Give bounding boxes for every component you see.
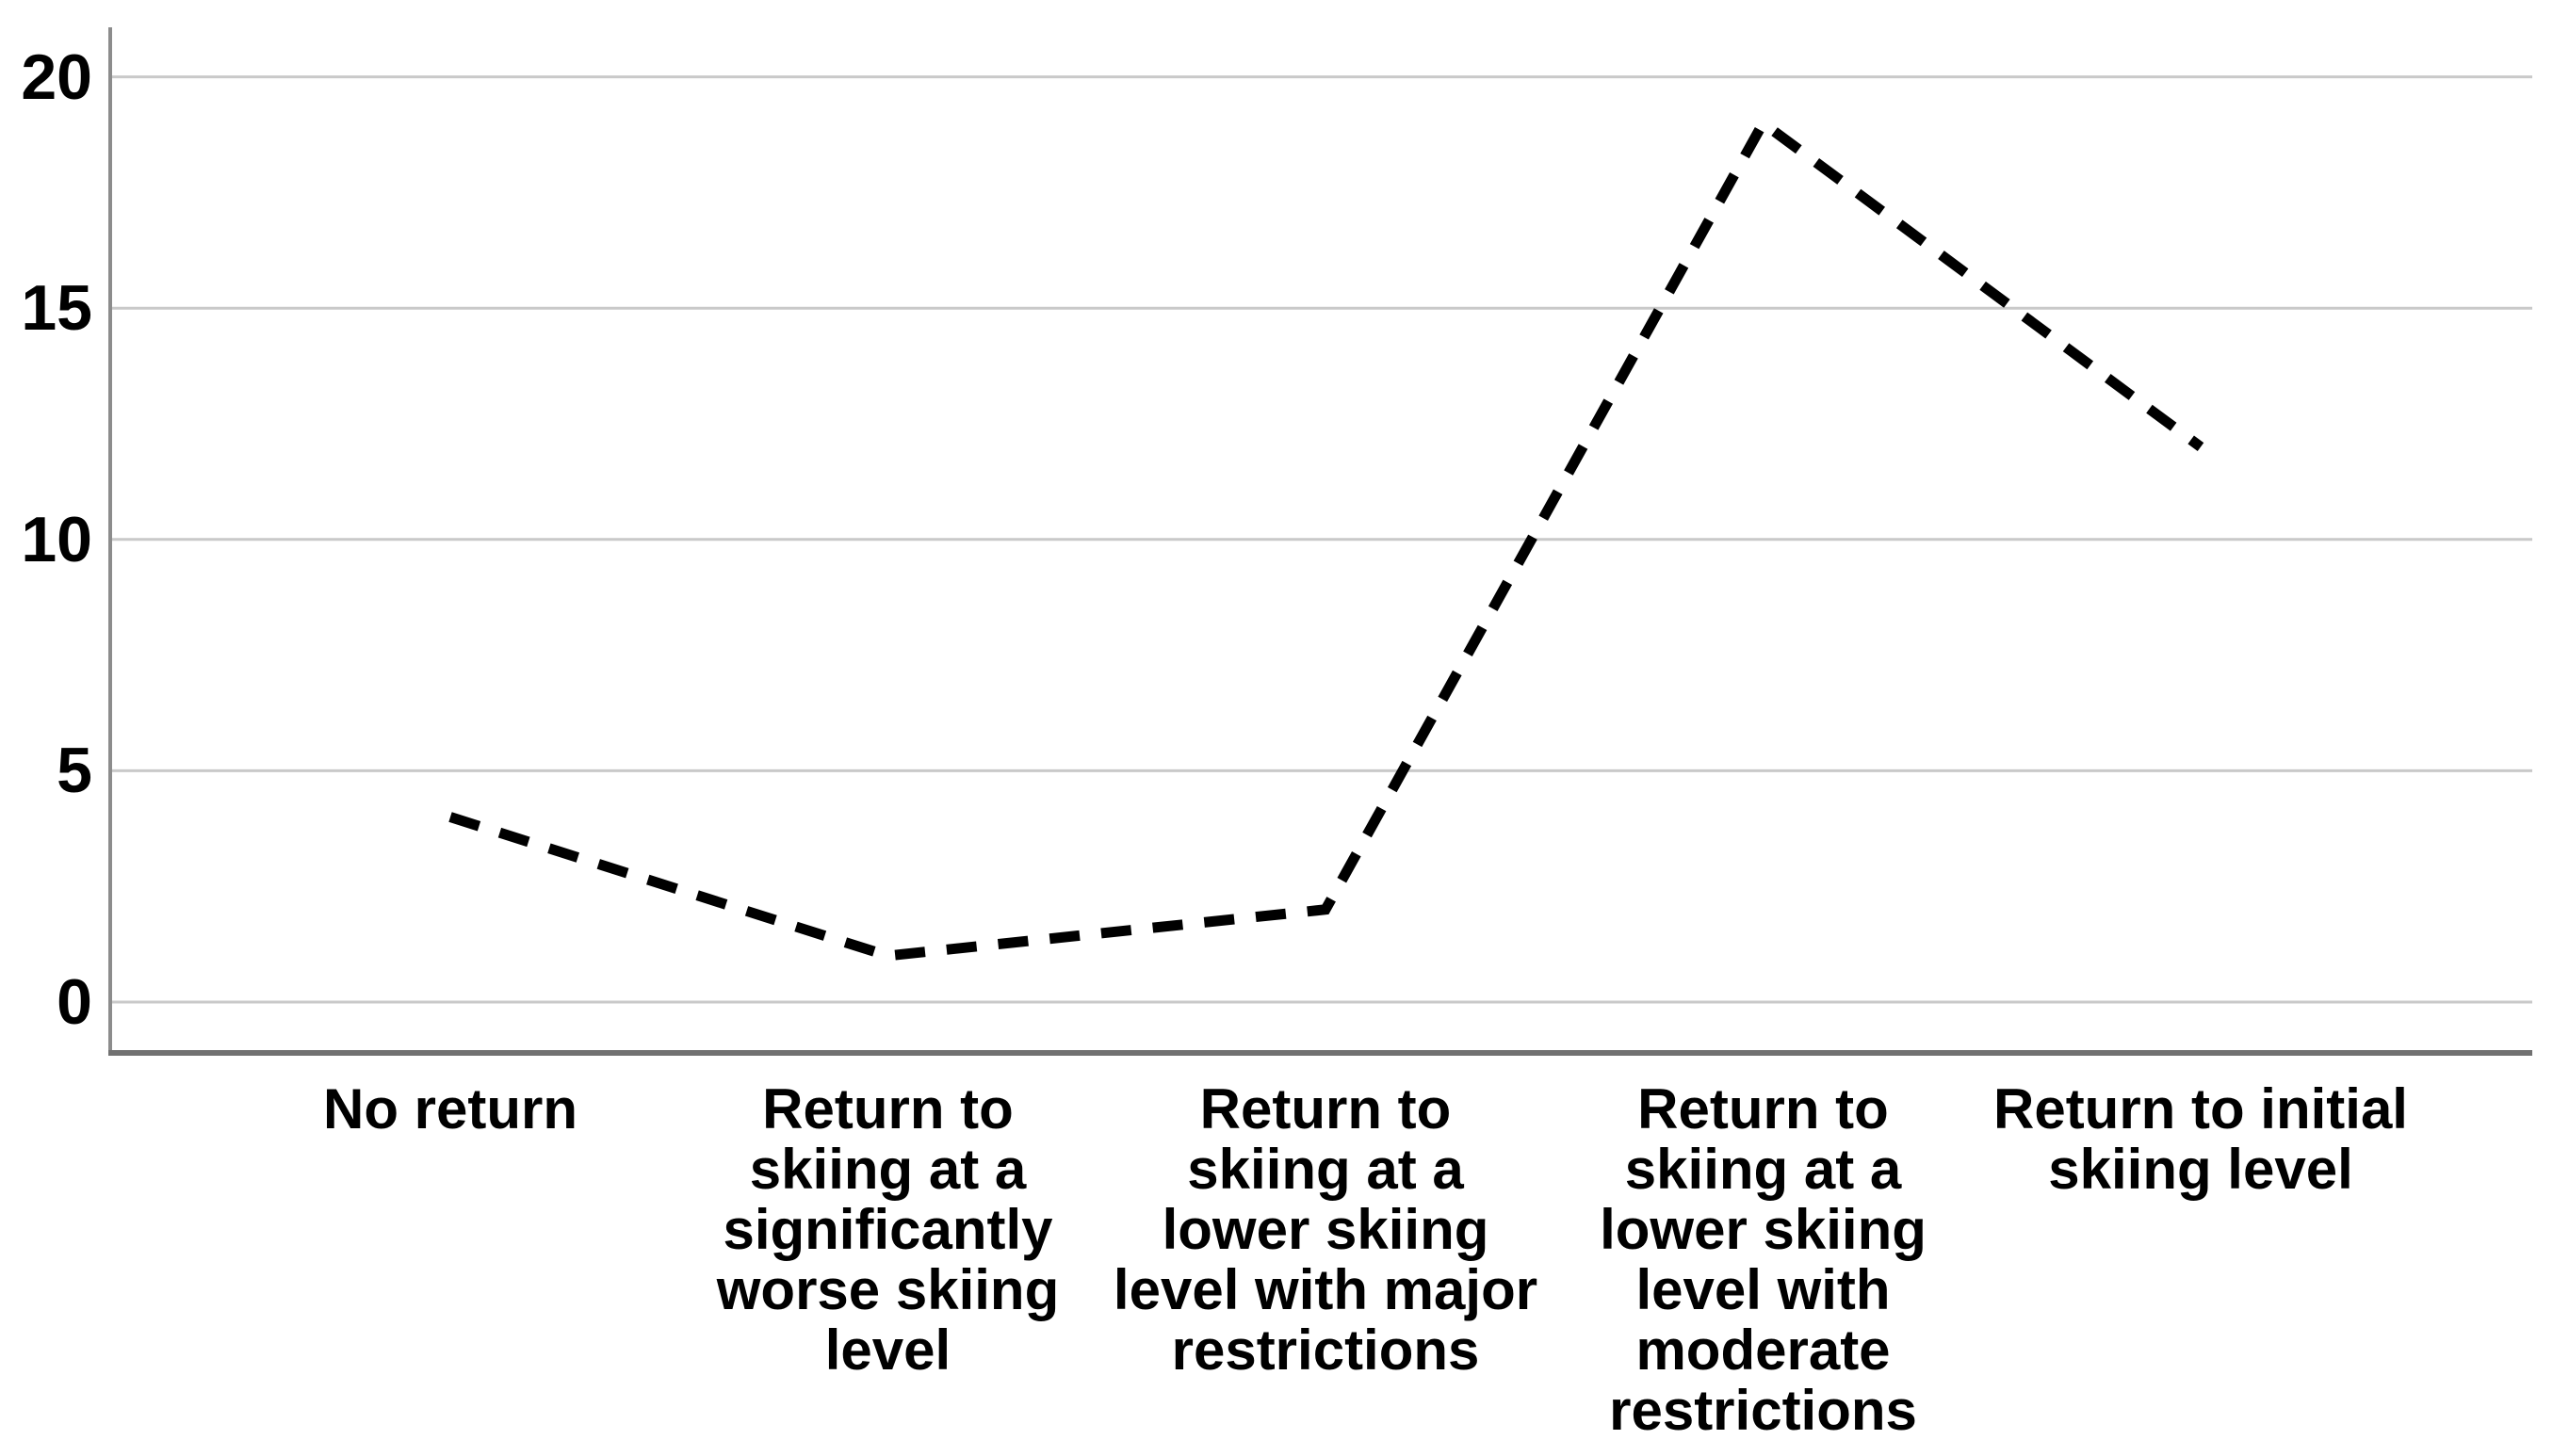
x-axis-category-label-3: Return to skiing at a lower skiing level… — [1113, 1077, 1538, 1382]
x-axis-category-label-4: Return to skiing at a lower skiing level… — [1600, 1077, 1927, 1442]
x-axis-category-label-1: No return — [323, 1077, 577, 1141]
x-axis-category-label-2: Return to skiing at a significantly wors… — [716, 1077, 1060, 1382]
y-axis-tick-label-15: 15 — [21, 272, 92, 345]
y-axis-tick-label-0: 0 — [57, 966, 92, 1038]
y-axis-tick-label-20: 20 — [21, 40, 92, 113]
y-axis-tick-label-10: 10 — [21, 503, 92, 575]
y-axis-tick-label-5: 5 — [57, 735, 92, 807]
dashed-series-line — [448, 115, 2204, 962]
x-axis-category-label-5: Return to initial skiing level — [1993, 1077, 2408, 1201]
